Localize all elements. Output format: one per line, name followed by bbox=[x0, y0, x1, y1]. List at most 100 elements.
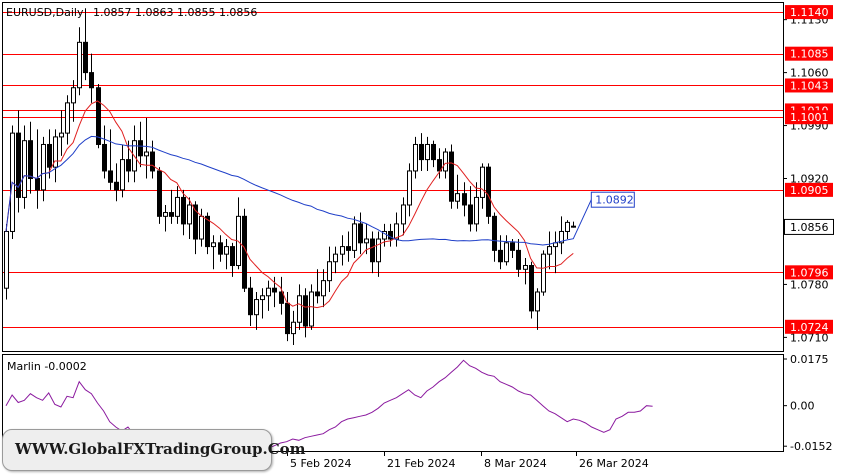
candle-bull bbox=[327, 261, 332, 282]
marlin-tick-label: 0.0175 bbox=[790, 353, 829, 366]
candle-bear bbox=[169, 212, 174, 217]
candle-bear bbox=[89, 72, 94, 89]
candle-bear bbox=[47, 143, 52, 168]
candle-bear bbox=[468, 204, 473, 225]
levels-layer bbox=[3, 12, 783, 328]
ma-blue-line bbox=[5, 135, 592, 246]
price-panel-frame bbox=[2, 2, 784, 352]
ma-red-line bbox=[5, 100, 574, 309]
candle-bear bbox=[516, 249, 521, 270]
candle-bear bbox=[181, 196, 186, 225]
candle-bear bbox=[28, 140, 33, 180]
candle-bull bbox=[559, 230, 564, 244]
candle-bull bbox=[59, 132, 64, 138]
watermark-logo: WWW.GlobalFXTradingGroup.Com bbox=[2, 429, 306, 471]
candle-bull bbox=[77, 41, 82, 89]
candle-bear bbox=[510, 242, 515, 251]
level-price-label: 1.1085 bbox=[790, 48, 829, 61]
candle-bear bbox=[248, 287, 253, 316]
candle-bear bbox=[157, 170, 162, 217]
candle-bull bbox=[224, 246, 229, 255]
candle-bear bbox=[205, 215, 210, 248]
candle-bull bbox=[297, 295, 302, 323]
candle-bull bbox=[364, 238, 369, 244]
candle-bull bbox=[523, 265, 528, 270]
candle-bear bbox=[449, 151, 454, 202]
candle-bear bbox=[486, 166, 491, 217]
candle-bull bbox=[407, 170, 412, 206]
time-tick-label: 8 Mar 2024 bbox=[484, 457, 547, 470]
candle-bear bbox=[303, 295, 308, 327]
current-price-label: 1.0856 bbox=[790, 221, 829, 234]
candle-bear bbox=[242, 215, 247, 289]
candle-bull bbox=[565, 221, 570, 232]
candle-bull bbox=[340, 246, 345, 255]
candle-bull bbox=[401, 204, 406, 225]
candle-bull bbox=[535, 291, 540, 312]
candle-bull bbox=[425, 143, 430, 161]
candle-bear bbox=[388, 230, 393, 240]
candle-bull bbox=[504, 242, 509, 263]
candle-bull bbox=[120, 159, 125, 191]
candle-bear bbox=[419, 143, 424, 161]
candle-bull bbox=[175, 196, 180, 217]
level-price-badge bbox=[785, 182, 833, 197]
candle-bull bbox=[376, 238, 381, 263]
candle-bull bbox=[65, 102, 70, 134]
level-price-label: 1.0905 bbox=[790, 184, 829, 197]
candle-bear bbox=[272, 287, 277, 293]
candle-bull bbox=[309, 291, 314, 327]
price-axis: 1.11301.10601.09901.09201.07801.07101.11… bbox=[590, 5, 834, 344]
level-price-badge bbox=[785, 110, 833, 125]
candle-bull bbox=[260, 295, 265, 301]
candle-bear bbox=[358, 223, 363, 244]
level-price-label: 1.1001 bbox=[790, 111, 829, 124]
candle-bear bbox=[83, 41, 88, 74]
candle-bull bbox=[53, 136, 58, 168]
candle-bear bbox=[114, 181, 119, 191]
candle-bull bbox=[22, 140, 27, 198]
level-price-badge bbox=[785, 265, 833, 280]
candle-bear bbox=[138, 140, 143, 157]
candle-bull bbox=[144, 151, 149, 157]
candle-bear bbox=[370, 238, 375, 263]
candle-bear bbox=[16, 132, 21, 198]
ma-blue-value-label: 1.0892 bbox=[595, 194, 634, 207]
candle-bull bbox=[333, 253, 338, 263]
candle-bull bbox=[541, 253, 546, 293]
marlin-indicator-layer: 0.0175 0.00 -0.0152 bbox=[5, 353, 832, 453]
candle-bull bbox=[41, 143, 46, 191]
marlin-tick-label: -0.0152 bbox=[790, 440, 832, 453]
candle-bear bbox=[571, 225, 576, 228]
level-price-label: 1.1043 bbox=[790, 79, 829, 92]
candle-bear bbox=[529, 265, 534, 312]
candle-bull bbox=[321, 280, 326, 297]
candle-bear bbox=[193, 204, 198, 240]
level-price-badge bbox=[785, 78, 833, 93]
price-tick-label: 1.1060 bbox=[790, 67, 829, 80]
candle-bear bbox=[102, 143, 107, 172]
candle-bear bbox=[315, 291, 320, 297]
level-price-label: 1.0796 bbox=[790, 266, 829, 279]
time-tick-label: 21 Feb 2024 bbox=[387, 457, 455, 470]
marlin-indicator-label: Marlin -0.0002 bbox=[7, 360, 87, 373]
level-price-badge bbox=[785, 5, 833, 20]
time-tick-label: 26 Mar 2024 bbox=[579, 457, 649, 470]
watermark-text: WWW.GlobalFXTradingGroup.Com bbox=[15, 440, 306, 458]
candle-bull bbox=[352, 223, 357, 251]
candle-bull bbox=[480, 166, 485, 198]
candle-bear bbox=[35, 178, 40, 191]
candle-bull bbox=[4, 230, 9, 289]
candle-bear bbox=[431, 143, 436, 161]
candle-bear bbox=[498, 249, 503, 263]
candle-bull bbox=[443, 151, 448, 172]
candle-bear bbox=[492, 215, 497, 251]
candle-bear bbox=[96, 87, 101, 145]
candle-bear bbox=[285, 302, 290, 335]
moving-averages-layer bbox=[5, 100, 592, 309]
candle-bull bbox=[187, 204, 192, 225]
candle-bull bbox=[547, 246, 552, 255]
candle-bear bbox=[279, 291, 284, 304]
candle-bear bbox=[230, 246, 235, 267]
